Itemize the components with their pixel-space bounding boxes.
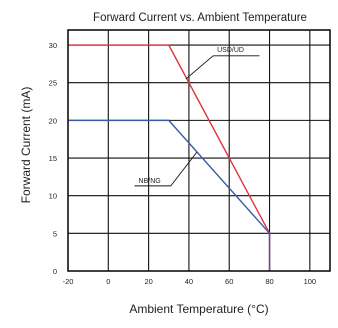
x-tick-label: 0	[106, 277, 110, 286]
series-label-nb-ng: NB/NG	[139, 178, 161, 185]
x-tick-label: 80	[265, 277, 273, 286]
y-tick-label: 25	[49, 79, 57, 88]
y-tick-label: 0	[53, 267, 57, 276]
series-layer	[68, 44, 271, 271]
y-tick-label: 15	[49, 154, 57, 163]
y-tick-label: 10	[49, 192, 57, 201]
y-tick-label: 20	[49, 116, 57, 125]
x-tick-label: -20	[63, 277, 74, 286]
y-axis-label: Forward Current (mA)	[19, 87, 33, 204]
x-tick-label: 60	[225, 277, 233, 286]
x-axis-label: Ambient Temperature (°C)	[129, 302, 268, 316]
callout-leader	[185, 55, 214, 80]
callout-leader	[170, 151, 198, 187]
x-tick-label: 100	[304, 277, 317, 286]
plot-frame	[67, 29, 331, 272]
series-label-usd-ud: USD/UD	[217, 47, 244, 54]
callouts: USD/UD NB/NG	[134, 47, 260, 187]
series-line-nb-ng	[68, 119, 271, 271]
grid	[68, 30, 330, 271]
x-tick-label: 40	[185, 277, 193, 286]
y-tick-label: 5	[53, 229, 57, 238]
y-tick-label: 30	[49, 41, 57, 50]
ticks: -20 0 20 40 60 80 100 0 5 10 15 20 25 30	[49, 41, 316, 286]
x-tick-label: 20	[144, 277, 152, 286]
chart-title: Forward Current vs. Ambient Temperature	[93, 12, 307, 24]
